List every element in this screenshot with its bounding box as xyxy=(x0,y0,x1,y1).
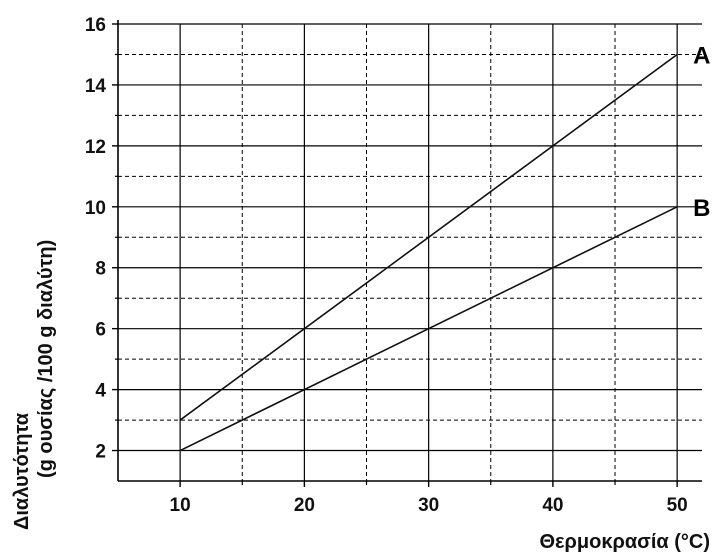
y-tick-label: 4 xyxy=(95,381,106,402)
series-label-b: B xyxy=(693,195,710,222)
x-tick-label: 20 xyxy=(294,495,315,516)
grid xyxy=(118,23,702,481)
x-tick-label: 40 xyxy=(542,495,563,516)
series-line-a xyxy=(179,53,678,421)
y-tick-label: 8 xyxy=(95,259,106,280)
y-tick-label: 2 xyxy=(95,442,106,463)
y-tick-label: 10 xyxy=(85,198,106,219)
x-tick-label: 30 xyxy=(418,495,439,516)
x-tick-label: 50 xyxy=(667,495,688,516)
series-label-a: A xyxy=(693,42,710,69)
axes xyxy=(112,20,702,487)
series-line-b xyxy=(179,206,678,452)
y-tick-label: 12 xyxy=(85,137,106,158)
y-tick-label: 6 xyxy=(95,320,106,341)
y-tick-label: 14 xyxy=(85,76,107,97)
x-axis-title: Θερμοκρασία (°C) xyxy=(539,531,710,553)
y-axis-title-line1: Διαλυτότητα xyxy=(11,412,33,530)
tick-labels: 2 4 6 8 10 12 14 16 10 20 30 40 50 xyxy=(85,15,688,516)
series-labels: AB xyxy=(693,42,710,221)
x-tick-label: 10 xyxy=(170,495,191,516)
y-tick-label: 16 xyxy=(85,15,106,36)
series-lines xyxy=(179,53,678,452)
y-axis-title-line2: (g ουσίας /100 g διαλύτη) xyxy=(35,240,57,478)
